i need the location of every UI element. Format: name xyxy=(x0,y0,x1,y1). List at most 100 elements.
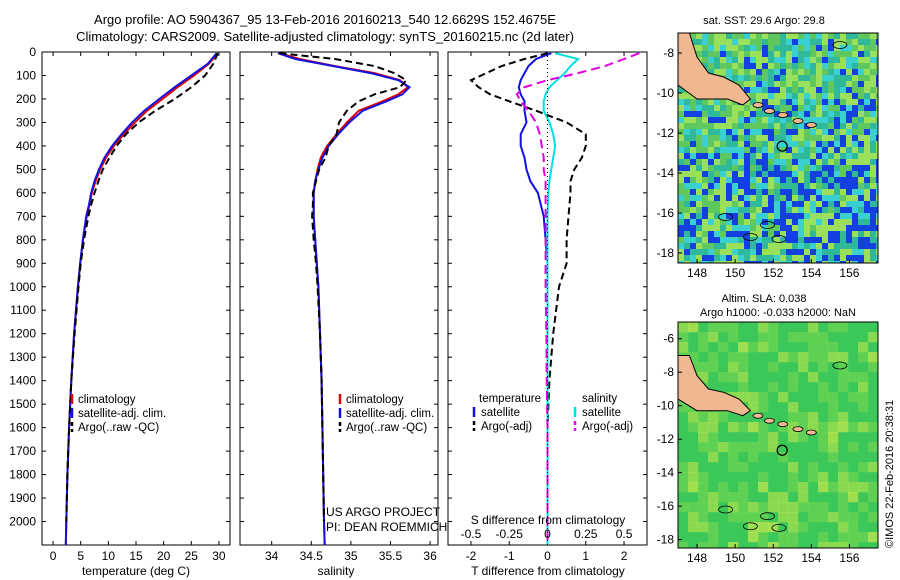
map-cell xyxy=(788,442,799,453)
map-cell xyxy=(834,117,841,124)
map-cell xyxy=(678,412,689,423)
map-cell xyxy=(696,135,703,142)
map-cell xyxy=(876,189,878,196)
map-cell xyxy=(744,225,751,232)
map-cell xyxy=(702,219,709,226)
map-cell xyxy=(696,237,703,244)
map-cell xyxy=(696,153,703,160)
map-cell xyxy=(744,219,751,226)
map-cell xyxy=(738,462,749,473)
map-cell xyxy=(688,442,699,453)
map-cell xyxy=(858,352,869,363)
map-cell xyxy=(808,452,819,463)
map-cell xyxy=(756,243,763,250)
map-cell xyxy=(714,123,721,130)
map-cell xyxy=(684,93,691,100)
map-cell xyxy=(798,213,805,220)
map-cell xyxy=(708,207,715,214)
map-cell xyxy=(858,402,869,413)
map-cell xyxy=(876,249,878,256)
map-cell xyxy=(834,225,841,232)
map-cell xyxy=(750,45,757,52)
map-cell xyxy=(822,159,829,166)
map-cell xyxy=(714,135,721,142)
map-cell xyxy=(714,207,721,214)
map-cell xyxy=(798,382,809,393)
map-cell xyxy=(720,219,727,226)
map-cell xyxy=(738,81,745,88)
map-cell xyxy=(768,482,779,493)
map-cell xyxy=(818,392,829,403)
map-cell xyxy=(870,75,877,82)
map-cell xyxy=(798,542,809,548)
map-cell xyxy=(726,231,733,238)
map-cell xyxy=(726,45,733,52)
map-cell xyxy=(798,362,809,373)
map-cell xyxy=(720,165,727,172)
map-cell xyxy=(864,111,871,118)
map-cell xyxy=(744,255,751,262)
map-cell xyxy=(714,129,721,136)
map-cell xyxy=(678,332,689,343)
map-cell xyxy=(840,201,847,208)
map-cell xyxy=(868,502,878,513)
map-cell xyxy=(870,225,877,232)
map-cell xyxy=(750,189,757,196)
map-cell xyxy=(870,171,877,178)
map-cell xyxy=(690,183,697,190)
map-cell xyxy=(816,159,823,166)
map-cell xyxy=(848,482,859,493)
map-cell xyxy=(798,462,809,473)
s-tick-label: -0.25 xyxy=(496,527,524,541)
map-cell xyxy=(756,195,763,202)
reef-outline xyxy=(832,41,848,49)
map-cell xyxy=(696,195,703,202)
pi-label: PI: DEAN ROEMMICH xyxy=(326,520,447,534)
map-cell xyxy=(804,183,811,190)
map-cell xyxy=(708,201,715,208)
map-cell xyxy=(810,219,817,226)
map-cell xyxy=(822,225,829,232)
map-cell xyxy=(798,237,805,244)
map-cell xyxy=(720,39,727,46)
map-cell xyxy=(876,165,878,172)
map-cell xyxy=(756,135,763,142)
map-cell xyxy=(762,93,769,100)
map-cell xyxy=(702,237,709,244)
map-cell xyxy=(834,93,841,100)
map-cell xyxy=(708,123,715,130)
map-cell xyxy=(810,207,817,214)
map-cell xyxy=(726,75,733,82)
map-cell xyxy=(744,201,751,208)
map-cell xyxy=(828,177,835,184)
map-cell xyxy=(828,502,839,513)
map-cell xyxy=(708,332,719,343)
map-cell xyxy=(868,362,878,373)
map-cell xyxy=(858,207,865,214)
map-cell xyxy=(858,39,865,46)
map-cell xyxy=(786,171,793,178)
map-cell xyxy=(786,237,793,244)
map-cell xyxy=(840,33,847,40)
map-cell xyxy=(876,123,878,130)
map-cell xyxy=(708,141,715,148)
map-cell xyxy=(876,111,878,118)
map-cell xyxy=(678,129,685,136)
map-cell xyxy=(798,99,805,106)
map-cell xyxy=(750,225,757,232)
map-cell xyxy=(868,372,878,383)
map-y-tick-label: -14 xyxy=(657,166,675,180)
map-cell xyxy=(774,105,781,112)
map-cell xyxy=(834,99,841,106)
map-cell xyxy=(708,432,719,443)
map-cell xyxy=(726,141,733,148)
map-cell xyxy=(758,342,769,353)
reef-outline xyxy=(832,361,848,370)
map-cell xyxy=(858,213,865,220)
map-cell xyxy=(696,105,703,112)
map-cell xyxy=(758,442,769,453)
map-y-tick-label: -6 xyxy=(663,332,674,346)
map-cell xyxy=(690,189,697,196)
map-cell xyxy=(822,51,829,58)
map-cell xyxy=(698,482,709,493)
